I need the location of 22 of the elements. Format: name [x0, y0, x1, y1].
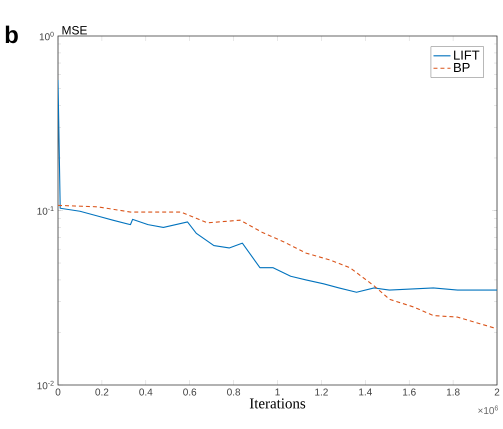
- line-series: [58, 204, 498, 330]
- x-tick-label: 1: [276, 388, 280, 396]
- y-axis-title: MSE: [62, 26, 87, 34]
- x-tick-label: 0.6: [183, 388, 196, 396]
- line-series: [58, 79, 498, 293]
- y-tick-label: 10$^{0}$: [40, 32, 54, 40]
- x-tick-label: 0.8: [227, 388, 240, 396]
- x-tick-label: 0.4: [139, 388, 152, 396]
- x-axis-title: Iterations: [250, 398, 306, 408]
- y-tick-label: 10$^{-2}$: [37, 380, 54, 390]
- text: ×10$^{6}$: [478, 406, 498, 414]
- x-tick-label: 1.8: [446, 388, 460, 396]
- x-tick-label: 0: [56, 388, 60, 396]
- text: b: [6, 26, 18, 44]
- x-tick-label: 1.4: [359, 388, 372, 396]
- y-tick-label: 10$^{-1}$: [37, 206, 54, 215]
- x-tick-label: 0.2: [95, 388, 108, 396]
- x-tick-label: 1.6: [403, 388, 416, 396]
- x-tick-label: 1.2: [315, 388, 328, 396]
- legend-label: BP: [454, 63, 470, 72]
- legend-label: LIFT: [454, 50, 480, 60]
- x-tick-label: 2: [494, 388, 500, 396]
